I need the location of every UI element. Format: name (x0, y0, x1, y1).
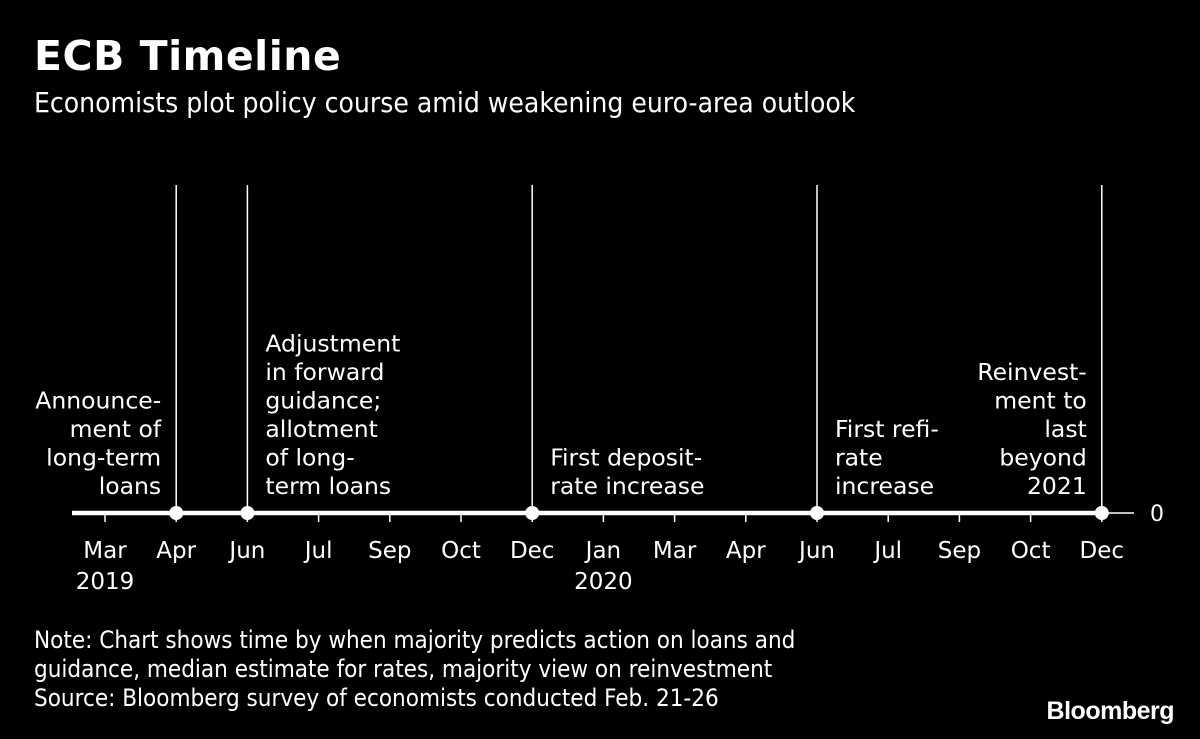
chart-subtitle: Economists plot policy course amid weake… (34, 86, 856, 119)
x-tick-label: Jan (584, 538, 621, 564)
bloomberg-logo: Bloomberg (1046, 697, 1175, 725)
x-tick-label: Apr (156, 538, 196, 564)
chart-notes: Note: Chart shows time by when majority … (34, 626, 795, 713)
x-tick-label: Dec (1080, 538, 1125, 564)
timeline-chart: 0 Mar 2019 Apr Jun Jul Sep Oct Dec Jan 2020 Mar Apr J… (35, 185, 1164, 595)
event-marker-2 (240, 506, 255, 520)
x-tick-year: 2020 (574, 569, 633, 595)
event-label-3: First deposit-rate increase (550, 444, 704, 501)
event-marker-3 (525, 506, 540, 520)
event-label-4: First refi-rate increase (835, 415, 939, 500)
event-label-1: Announce-ment of long-term loans (35, 387, 162, 501)
x-tick-label: Sep (368, 538, 411, 564)
x-tick-year: 2019 (76, 569, 135, 595)
event-marker-1 (169, 506, 184, 520)
x-tick-label: Oct (441, 538, 481, 564)
x-tick-label: Jul (303, 538, 333, 564)
chart-title: ECB Timeline (34, 32, 342, 80)
x-tick-label: Mar (83, 538, 127, 564)
x-tick-label: Oct (1011, 538, 1051, 564)
note-line-1: Note: Chart shows time by when majority … (34, 626, 796, 654)
x-tick-label: Jun (227, 538, 265, 564)
x-tick-label: Jul (872, 538, 902, 564)
y-tick-label: 0 (1150, 502, 1164, 527)
event-label-5: Reinvest-ment to last beyond 2021 (977, 358, 1086, 500)
source-line: Source: Bloomberg survey of economists c… (34, 684, 719, 712)
event-marker-4 (810, 506, 824, 520)
x-tick-label: Mar (653, 538, 697, 564)
x-tick-label: Apr (726, 538, 766, 564)
event-label-2: Adjustment in forward guidance; allotment of… (265, 330, 400, 501)
x-tick-label: Jun (797, 538, 835, 564)
note-line-2: guidance, median estimate for rates, maj… (34, 655, 773, 683)
x-tick-label: Sep (938, 538, 981, 564)
x-tick-label: Dec (510, 538, 555, 564)
event-marker-5 (1094, 506, 1109, 520)
